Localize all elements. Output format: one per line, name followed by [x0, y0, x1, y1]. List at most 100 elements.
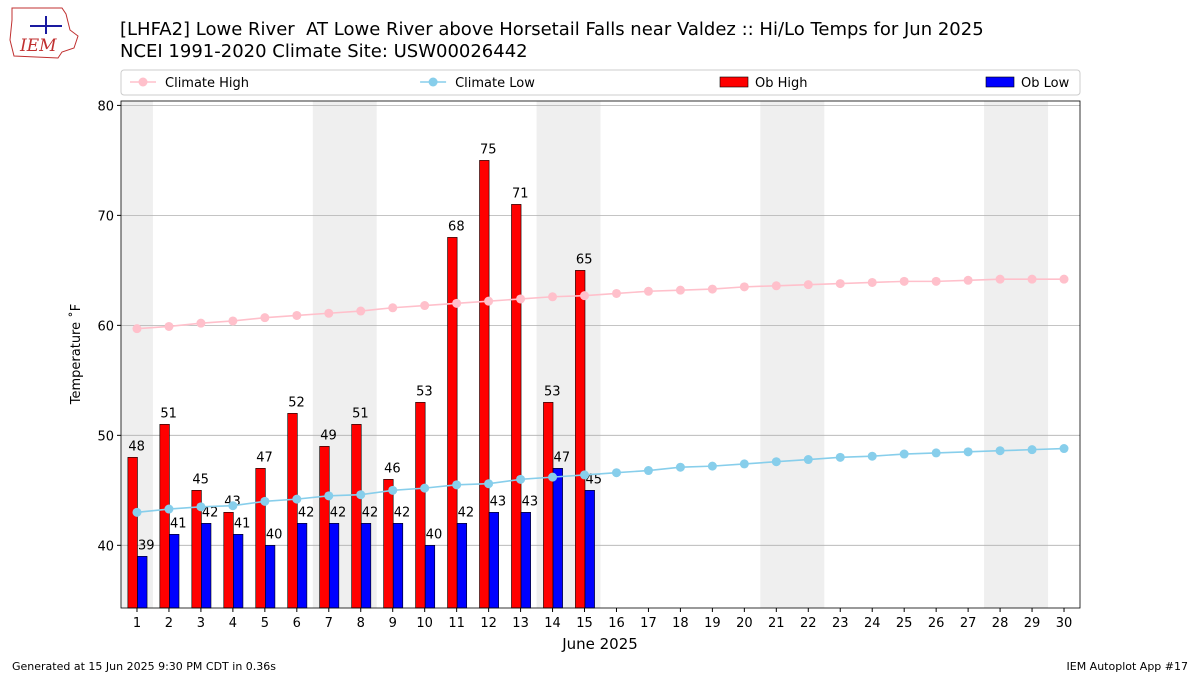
legend-swatch [719, 76, 749, 88]
line-marker [324, 491, 334, 501]
x-tick-label: 8 [357, 616, 365, 631]
value-label: 39 [138, 538, 155, 553]
line-marker [931, 276, 941, 286]
line-marker [164, 504, 174, 514]
line-marker [452, 480, 462, 490]
x-tick-label: 1 [133, 616, 141, 631]
x-tick-label: 21 [768, 616, 785, 631]
x-axis-label: June 2025 [561, 635, 638, 653]
line-marker [580, 291, 590, 301]
legend-label: Ob Low [1021, 76, 1070, 91]
x-tick-label: 10 [416, 616, 433, 631]
bar [552, 468, 563, 609]
line-marker [228, 501, 238, 511]
legend-swatch [428, 77, 438, 87]
line-marker [164, 321, 174, 331]
line-marker [1059, 444, 1069, 454]
line-marker [1059, 274, 1069, 284]
bar [319, 446, 330, 609]
line-marker [1027, 274, 1037, 284]
line-marker [292, 310, 302, 320]
line-marker [739, 282, 749, 292]
x-tick-label: 15 [576, 616, 593, 631]
x-tick-label: 22 [800, 616, 817, 631]
value-label: 52 [288, 395, 305, 410]
bar [392, 523, 404, 609]
line-marker [835, 452, 845, 462]
value-label: 51 [352, 406, 369, 421]
line-marker [611, 468, 621, 478]
bar [287, 413, 298, 609]
y-tick-label: 70 [97, 209, 114, 224]
line-marker [803, 455, 813, 465]
x-tick-label: 17 [640, 616, 657, 631]
line-marker [771, 281, 781, 291]
footer-right: IEM Autoplot App #17 [1067, 660, 1189, 673]
bar [351, 424, 362, 609]
value-label: 43 [490, 494, 507, 509]
line-marker [324, 308, 334, 318]
footer-left: Generated at 15 Jun 2025 9:30 PM CDT in … [12, 660, 276, 673]
legend-label: Climate High [165, 76, 249, 91]
value-label: 42 [458, 505, 475, 520]
value-label: 42 [298, 505, 315, 520]
y-tick-label: 40 [97, 539, 114, 554]
line-marker [388, 485, 398, 495]
x-tick-label: 3 [197, 616, 205, 631]
chart-subtitle: NCEI 1991-2020 Climate Site: USW00026442 [120, 41, 528, 62]
bar [360, 523, 372, 609]
x-tick-label: 9 [389, 616, 397, 631]
legend-label: Ob High [755, 76, 808, 91]
line-marker [675, 285, 685, 295]
plot-frame [120, 100, 1081, 609]
x-tick-label: 14 [544, 616, 561, 631]
value-label: 41 [170, 516, 187, 531]
x-tick-label: 4 [229, 616, 237, 631]
line-marker [388, 303, 398, 313]
line-marker [707, 284, 717, 294]
value-label: 45 [586, 472, 603, 487]
logo-text: IEM [19, 36, 57, 56]
bar [511, 204, 522, 609]
legend-swatch [985, 76, 1015, 88]
x-tick-label: 12 [480, 616, 497, 631]
line-marker [452, 298, 462, 308]
value-label: 40 [266, 527, 283, 542]
x-tick-label: 25 [896, 616, 913, 631]
line-marker [260, 496, 270, 506]
value-label: 53 [544, 384, 561, 399]
x-tick-label: 27 [960, 616, 977, 631]
line-marker [484, 479, 494, 489]
value-label: 46 [384, 461, 401, 476]
x-tick-label: 23 [832, 616, 849, 631]
weekend-shade [760, 101, 825, 608]
line-marker [643, 286, 653, 296]
y-tick-label: 50 [97, 429, 114, 444]
value-label: 42 [330, 505, 347, 520]
line-marker [196, 502, 206, 512]
bar [223, 512, 234, 609]
value-label: 65 [576, 252, 593, 267]
line-marker [995, 446, 1005, 456]
x-tick-label: 19 [704, 616, 721, 631]
bar [488, 512, 499, 609]
legend-box [120, 69, 1081, 96]
bar [479, 160, 490, 609]
x-tick-label: 24 [864, 616, 881, 631]
line-marker [771, 457, 781, 467]
x-tick-label: 30 [1056, 616, 1073, 631]
line-marker [963, 447, 973, 457]
value-label: 40 [426, 527, 443, 542]
bar [159, 424, 170, 609]
x-tick-label: 6 [293, 616, 301, 631]
value-label: 49 [320, 428, 337, 443]
line-marker [867, 277, 877, 287]
x-tick-label: 7 [325, 616, 333, 631]
bar [328, 523, 340, 609]
line-marker [867, 451, 877, 461]
value-label: 43 [522, 494, 539, 509]
y-tick-label: 60 [97, 319, 114, 334]
bar [447, 237, 458, 609]
value-label: 48 [128, 439, 145, 454]
value-label: 42 [202, 505, 219, 520]
